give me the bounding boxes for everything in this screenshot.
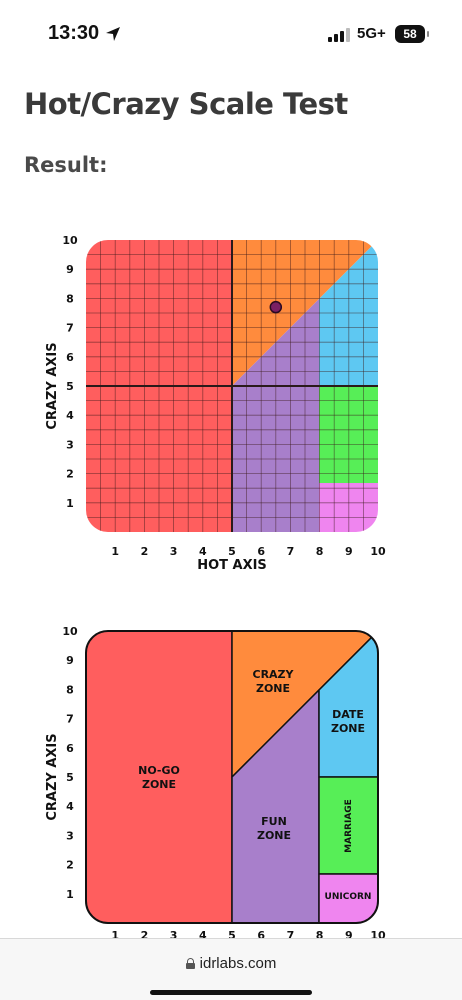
x-tick-label: 9: [345, 545, 353, 558]
x-tick-label: 2: [141, 545, 149, 558]
address-bar[interactable]: idrlabs.com: [0, 955, 462, 972]
fun-label-line2: ZONE: [257, 829, 291, 842]
y-tick-label: 3: [66, 438, 74, 451]
x-tick-label: 6: [257, 929, 265, 938]
x-tick-label: 9: [345, 929, 353, 938]
x-axis-label: HOT AXIS: [197, 558, 267, 573]
y-tick-label: 3: [66, 829, 74, 842]
x-tick-label: 5: [228, 545, 236, 558]
zone-fun: [231, 689, 320, 923]
date-label-line1: DATE: [332, 708, 364, 721]
x-tick-label: 2: [141, 929, 149, 938]
y-tick-label: 8: [66, 292, 74, 305]
y-tick-label: 6: [66, 742, 74, 755]
y-tick-label: 5: [66, 771, 74, 784]
x-tick-label: 8: [316, 929, 324, 938]
x-tick-label: 8: [316, 545, 324, 558]
unicorn-label: UNICORN: [325, 892, 372, 902]
page-title: Hot/Crazy Scale Test: [24, 87, 348, 121]
y-tick-label: 4: [66, 409, 74, 422]
zone-diagram: NO-GO ZONE CRAZY ZONE FUN ZONE DATE ZONE…: [45, 625, 386, 938]
x-tick-label: 1: [111, 545, 119, 558]
y-tick-label: 6: [66, 351, 74, 364]
zone-date: [318, 631, 378, 778]
x-tick-label: 10: [370, 545, 386, 558]
battery-icon: 58: [395, 25, 429, 43]
y-tick-label: 9: [66, 263, 74, 276]
x-tick-label: 1: [111, 929, 119, 938]
y-tick-label: 7: [66, 713, 74, 726]
y-axis-label: CRAZY AXIS: [45, 733, 60, 820]
zone-unicorn: [318, 873, 378, 923]
location-arrow-icon: [106, 27, 120, 41]
x-tick-label: 10: [370, 929, 386, 938]
crazy-label-line1: CRAZY: [253, 668, 295, 681]
result-label: Result:: [24, 153, 108, 177]
x-tick-label: 4: [199, 929, 207, 938]
y-tick-label: 4: [66, 800, 74, 813]
y-tick-label: 1: [66, 497, 74, 510]
signal-bars-icon: [328, 28, 350, 42]
url-text: idrlabs.com: [199, 955, 277, 972]
y-tick-label: 5: [66, 380, 74, 393]
crazy-label-line2: ZONE: [256, 682, 290, 695]
y-tick-label: 8: [66, 683, 74, 696]
home-indicator: [150, 990, 312, 995]
y-tick-label: 1: [66, 888, 74, 901]
y-tick-label: 2: [66, 468, 74, 481]
x-tick-label: 3: [170, 545, 178, 558]
y-tick-label: 10: [62, 234, 78, 247]
result-point: [269, 300, 283, 314]
result-chart: 1 2 3 4 5 6 7 8 9 10 1 2 3 4 5 6 7 8 9 10 CRAZY AXIS HOT A…: [45, 234, 386, 573]
y-tick-label: 2: [66, 859, 74, 872]
marriage-label: MARRIAGE: [344, 799, 354, 853]
x-tick-label: 4: [199, 545, 207, 558]
x-tick-label: 5: [228, 929, 236, 938]
y-axis-label: CRAZY AXIS: [45, 342, 60, 429]
x-tick-label: 7: [287, 545, 295, 558]
y-tick-label: 9: [66, 654, 74, 667]
status-time: 13:30: [48, 22, 100, 44]
network-type: 5G+: [357, 25, 386, 42]
nogo-label-line2: ZONE: [142, 778, 176, 791]
y-tick-label: 10: [62, 625, 78, 638]
x-tick-label: 3: [170, 929, 178, 938]
grid-lines: [86, 240, 378, 532]
x-tick-label: 7: [287, 929, 295, 938]
zone-nogo: [86, 631, 233, 923]
status-bar: 13:30 5G+ 58: [0, 0, 462, 70]
fun-label-line1: FUN: [261, 815, 287, 828]
browser-bottom-bar: idrlabs.com: [0, 938, 462, 1000]
y-tick-label: 7: [66, 322, 74, 335]
x-tick-label: 6: [257, 545, 265, 558]
lock-icon: [185, 958, 195, 969]
nogo-label-line1: NO-GO: [138, 764, 180, 777]
date-label-line2: ZONE: [331, 722, 365, 735]
zone-marriage: [318, 776, 378, 875]
diagram-border: [85, 630, 379, 924]
